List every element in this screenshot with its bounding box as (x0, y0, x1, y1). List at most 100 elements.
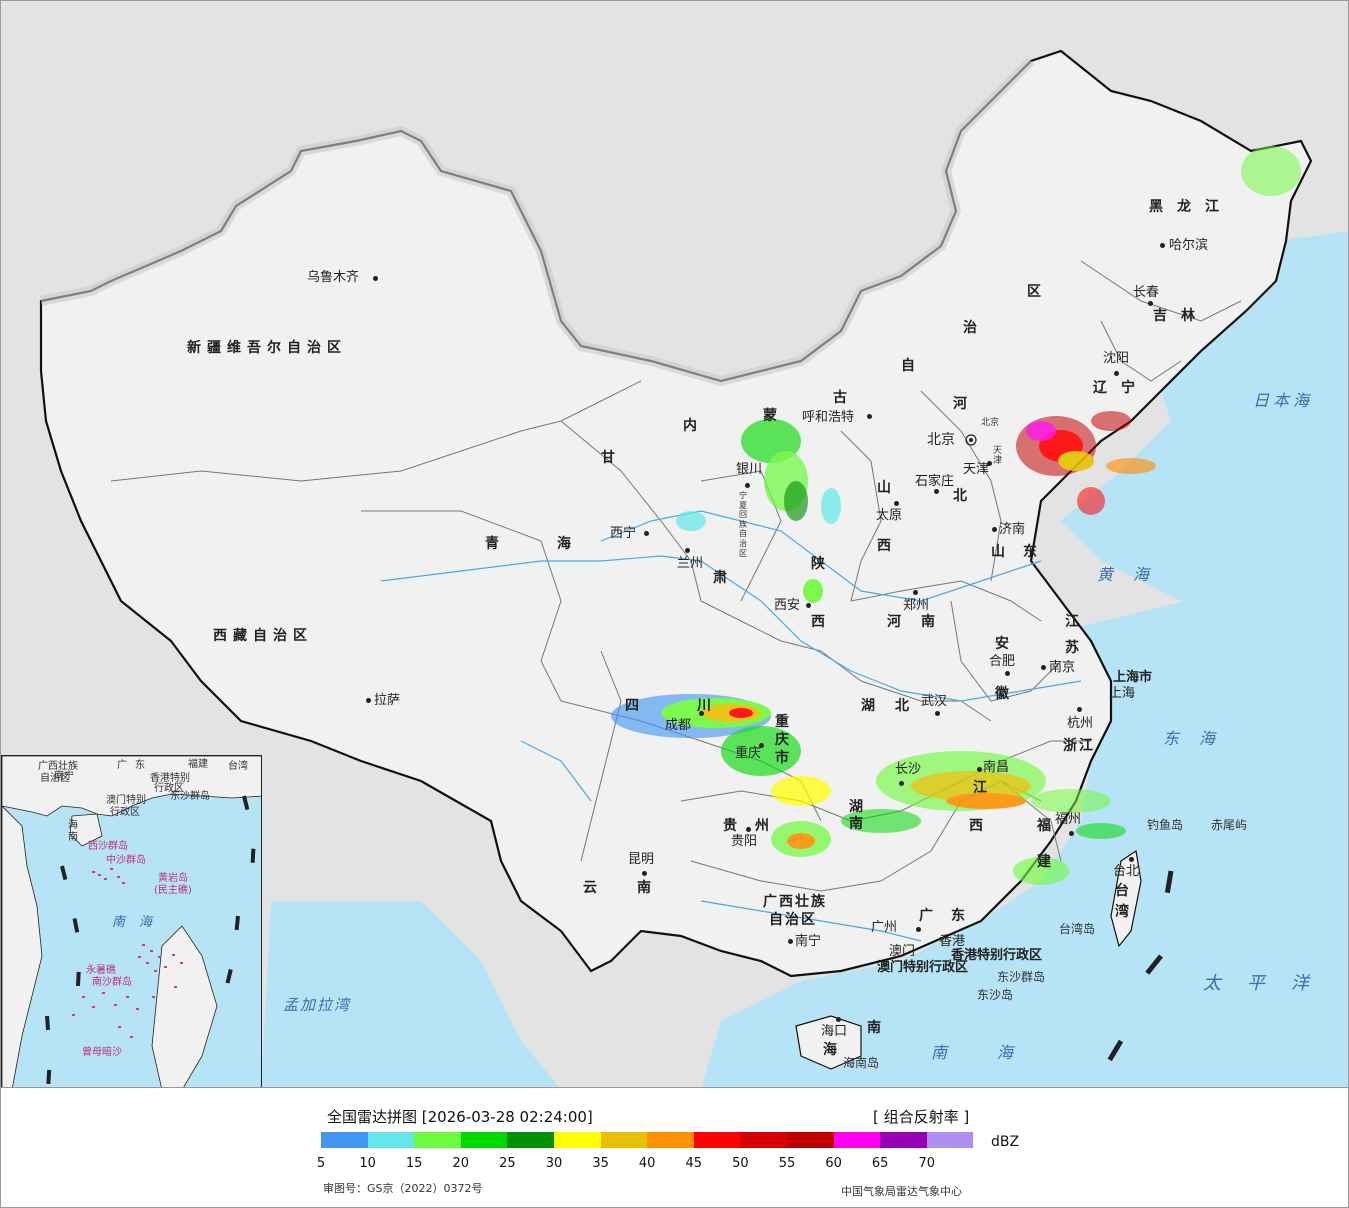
province-beijing-label: 北京 (981, 418, 1000, 428)
province-fujian-2: 建 (1037, 854, 1057, 870)
city-taibei-marker (1129, 857, 1134, 862)
city-yinchuan: 银川 (736, 462, 763, 477)
province-shanghai: 上海市 (1113, 670, 1153, 685)
city-urumqi: 乌鲁木齐 (307, 270, 360, 285)
color-swatch (553, 1132, 601, 1148)
province-zhejiang: 浙江 (1063, 738, 1095, 754)
color-scale-tick: 70 (918, 1156, 936, 1171)
province-hunan: 湖南 (849, 799, 887, 832)
province-guangxi-1: 广西壮族 (763, 894, 827, 910)
city-shenyang-marker (1114, 371, 1119, 376)
city-shenyang: 沈阳 (1103, 351, 1130, 366)
city-nanchang: 南昌 (983, 760, 1010, 775)
province-neimeng-1: 内 (683, 418, 703, 434)
inset-guangxi: 广西壮族 (38, 761, 78, 772)
city-urumqi-marker (373, 276, 378, 281)
city-xining-marker (644, 531, 649, 536)
color-swatch (321, 1132, 368, 1148)
inset-zengmu: 曾母暗沙 (82, 1047, 122, 1058)
inset-yongshu: 永暑礁 (86, 965, 116, 976)
review-number: 审图号：GS京（2022）0372号 (323, 1182, 483, 1195)
sea-yellow: 黄海 (1097, 565, 1170, 584)
city-changchun: 长春 (1133, 285, 1160, 300)
radar-map[interactable]: 新疆维吾尔自治区 西藏自治区 青 海 甘 肃 内 蒙 古 自 治 区 黑龙江 吉… (0, 0, 1349, 1088)
city-lhasa-marker (366, 698, 371, 703)
legend-unit: dBZ (991, 1134, 1020, 1150)
province-xinjiang: 新疆维吾尔自治区 (187, 340, 347, 356)
city-shijiazhuang: 石家庄 (915, 474, 955, 489)
city-nanjing-marker (1041, 665, 1046, 670)
province-heilongjiang: 黑龙江 (1149, 199, 1233, 215)
city-hangzhou-marker (1077, 707, 1082, 712)
province-shandong: 山东 (991, 544, 1055, 560)
color-scale-tick: 10 (359, 1156, 376, 1171)
color-swatch (414, 1132, 461, 1148)
inset-taiwan: 台湾 (228, 761, 248, 772)
city-fuzhou: 福州 (1055, 812, 1082, 827)
legend-title: 全国雷达拼图 [2026-03-28 02:24:00] (327, 1108, 593, 1126)
inset-macao: 澳门特别 (106, 795, 146, 806)
legend-product: [ 组合反射率 ] (873, 1108, 970, 1126)
province-ningxia: 宁夏回族自治区 (739, 491, 747, 558)
province-neimeng-5: 治 (963, 320, 983, 336)
city-nanjing: 南京 (1049, 660, 1076, 675)
city-haikou-marker (836, 1017, 841, 1022)
inset-dongsha: 东沙群岛 (170, 791, 210, 802)
province-liaoning: 辽宁 (1093, 380, 1149, 396)
province-anhui-2: 徽 (995, 686, 1015, 702)
sea-south: 南海 (931, 1043, 1064, 1062)
province-shaanxi-2: 西 (811, 614, 831, 630)
city-guiyang: 贵阳 (731, 834, 758, 849)
province-neimeng-4: 自 (901, 358, 921, 374)
province-jiangsu-2: 苏 (1065, 640, 1085, 656)
inset-xisha: 西沙群岛 (88, 841, 128, 852)
legend-panel: 全国雷达拼图 [2026-03-28 02:24:00] [ 组合反射率 ] d… (0, 1088, 1349, 1208)
city-fuzhou-marker (1069, 831, 1074, 836)
color-swatch (507, 1132, 554, 1148)
city-changsha-marker (899, 781, 904, 786)
color-swatch (926, 1132, 974, 1148)
province-hainan-2: 南 (867, 1020, 887, 1036)
province-neimeng-3: 古 (833, 390, 853, 406)
color-scale-tick: 55 (778, 1156, 796, 1171)
province-hebei-1: 河 (953, 396, 973, 412)
city-yinchuan-marker (745, 483, 750, 488)
city-haikou: 海口 (821, 1024, 848, 1039)
province-guizhou: 贵州 (723, 818, 787, 834)
color-swatch (880, 1132, 927, 1148)
city-beijing: 北京 (927, 432, 955, 448)
color-scale-tick: 25 (499, 1156, 516, 1171)
city-hefei-marker (1005, 671, 1010, 676)
province-sichuan-1: 四 (625, 698, 645, 714)
city-wuhan-marker (935, 711, 940, 716)
province-tianjin-label: 天津 (993, 446, 1003, 466)
color-scale-tick: 65 (871, 1156, 889, 1171)
inset-huangyan: 黄岩岛 (158, 873, 188, 884)
province-hongkong: 香港特别行政区 (951, 948, 1043, 963)
color-scale-tick: 20 (452, 1156, 470, 1171)
inset-south-sea: 南海 (112, 915, 167, 930)
color-scale-tick: 15 (405, 1156, 423, 1171)
color-swatch (600, 1132, 648, 1148)
city-guangzhou-marker (916, 927, 921, 932)
city-zhengzhou-marker (913, 590, 918, 595)
city-changsha: 长沙 (895, 762, 922, 777)
inset-guangxi-2: 自治区 (40, 773, 70, 784)
province-henan: 河南 (887, 614, 955, 630)
province-shanxi-1: 山 (877, 480, 897, 496)
province-jiangxi-1: 江 (973, 780, 993, 796)
city-hongkong: 香港 (939, 934, 966, 949)
city-xining: 西宁 (610, 526, 637, 541)
province-guangdong: 广东 (919, 908, 983, 924)
city-jinan-marker (992, 527, 997, 532)
city-changchun-marker (1148, 301, 1153, 306)
province-jilin: 吉林 (1153, 308, 1209, 324)
inset-hainan: 海南 (68, 820, 78, 843)
province-hubei: 湖北 (861, 698, 929, 714)
color-scale-ticks: 5 10 15 20 25 30 35 40 45 50 55 60 65 70 (317, 1156, 1021, 1172)
inset-hongkong: 香港特别 (150, 773, 190, 784)
color-scale (321, 1132, 974, 1148)
city-nanning: 南宁 (795, 934, 822, 949)
province-fujian-1: 福 (1037, 818, 1057, 834)
city-wuhan: 武汉 (921, 694, 948, 709)
